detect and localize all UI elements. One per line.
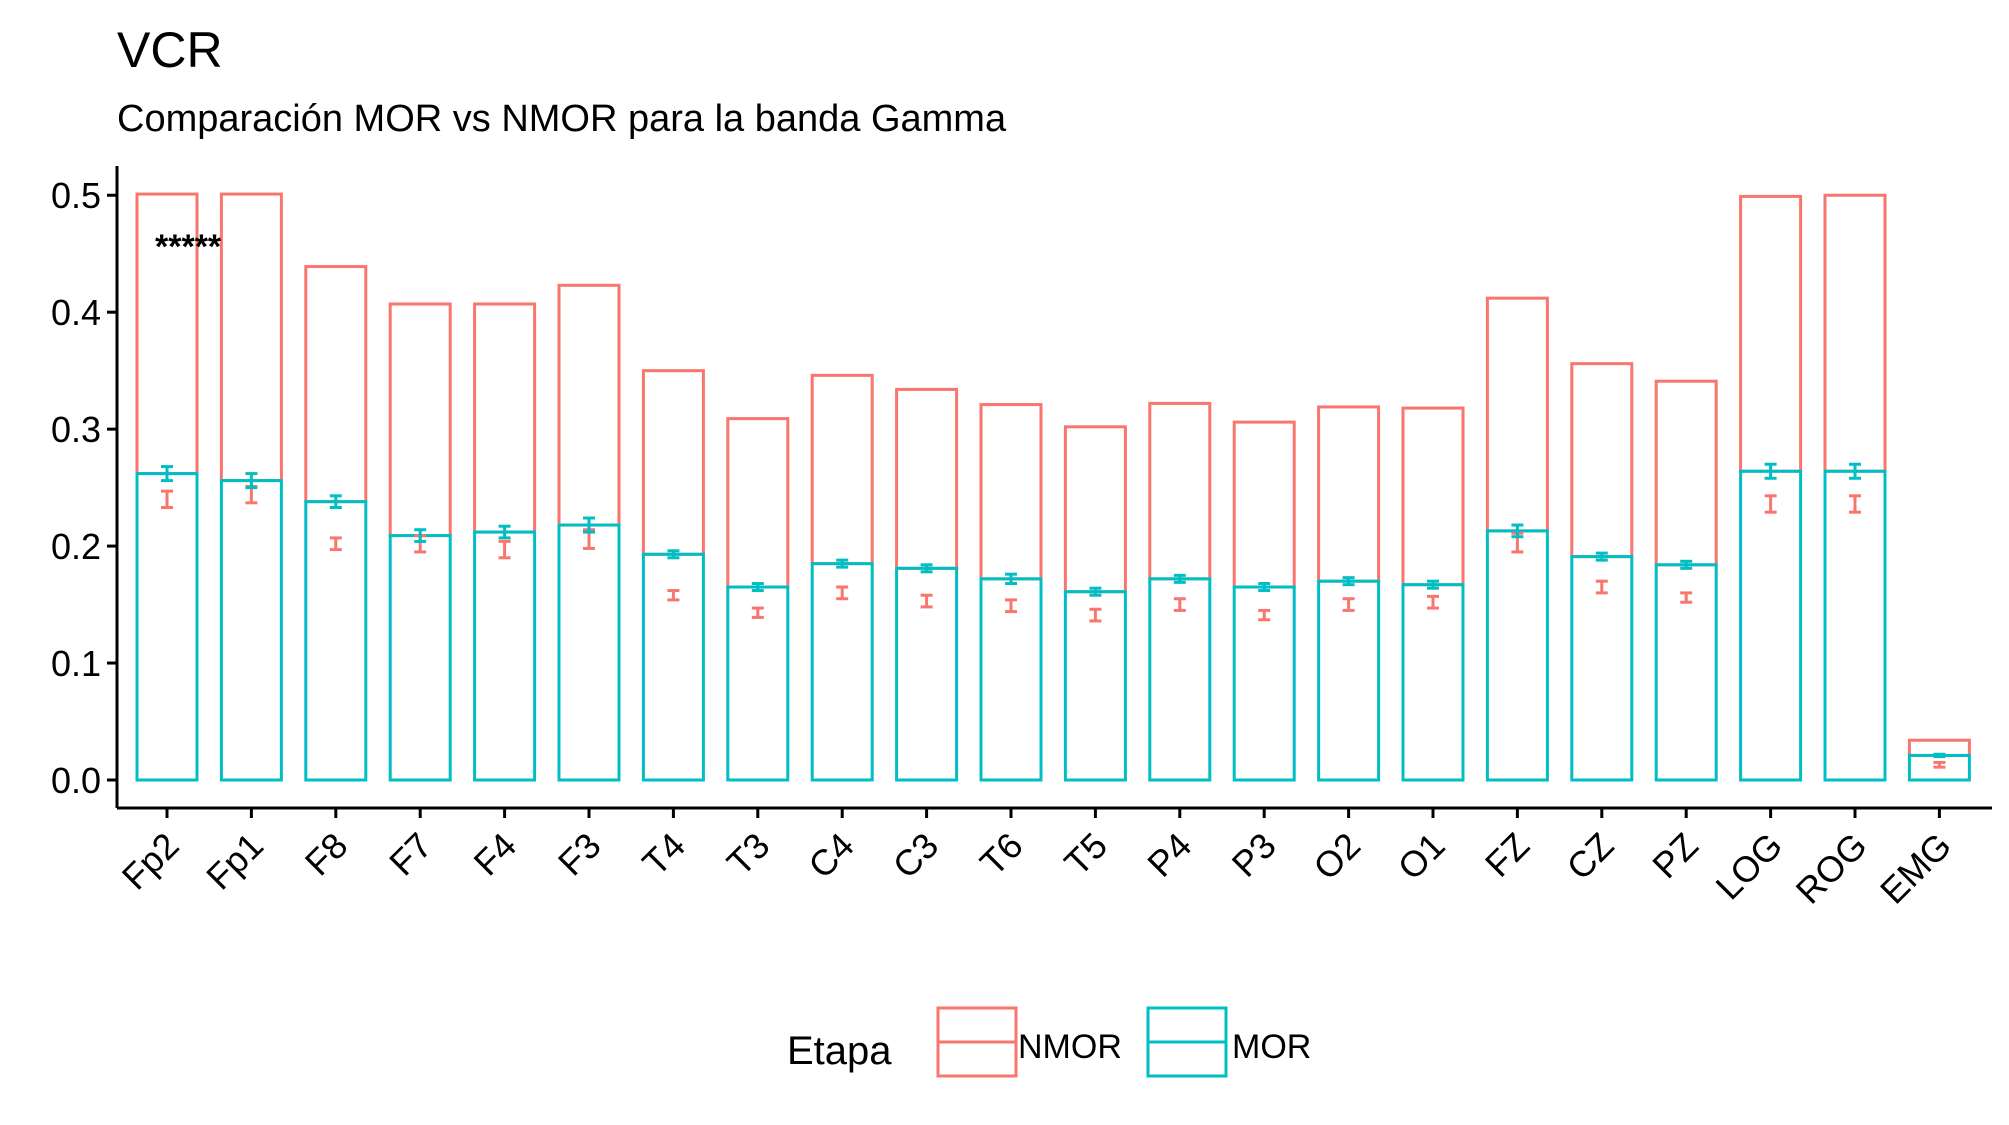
bar-mor [557, 523, 621, 782]
bar-mor [135, 472, 199, 782]
x-tick-label: T6 [972, 825, 1031, 884]
y-tick-label: 0.4 [51, 292, 101, 333]
chart-title: VCR [117, 22, 223, 78]
chart-subtitle: Comparación MOR vs NMOR para la banda Ga… [117, 98, 1007, 140]
x-tick-label: T5 [1056, 825, 1115, 884]
x-tick-label: LOG [1708, 825, 1791, 908]
bar-mor [388, 534, 452, 782]
legend-title: Etapa [787, 1029, 892, 1073]
bar-mor [1823, 469, 1887, 782]
x-tick-label: T3 [719, 825, 778, 884]
bar-mor [641, 552, 705, 782]
x-tick-label: Fp2 [114, 825, 187, 898]
bar-nmor [641, 369, 705, 556]
bar-nmor [1485, 296, 1549, 533]
y-tick-label: 0.5 [51, 175, 101, 216]
y-tick-label: 0.3 [51, 409, 101, 450]
bar-mor [473, 530, 537, 782]
x-tick-label: T4 [634, 825, 693, 884]
x-tick-label: P3 [1224, 825, 1284, 885]
x-tick-label: O2 [1305, 825, 1368, 888]
bar-nmor [304, 265, 368, 504]
bar-nmor [1570, 362, 1634, 559]
legend: Etapa NMOR MOR [787, 1006, 1311, 1078]
x-tick-label: F3 [550, 825, 609, 884]
bar-nmor [1739, 194, 1803, 473]
bar-nmor [219, 192, 283, 483]
legend-label-mor: MOR [1232, 1028, 1311, 1066]
y-tick-label: 0.1 [51, 643, 101, 684]
legend-label-nmor: NMOR [1018, 1028, 1122, 1066]
significance-marker: ***** [155, 228, 222, 266]
bar-nmor [1063, 425, 1127, 594]
bar-nmor [810, 373, 874, 566]
bar-nmor [979, 403, 1043, 581]
x-tick-label: ROG [1788, 825, 1875, 912]
bar-nmor [557, 283, 621, 527]
x-tick-label: P4 [1139, 825, 1199, 885]
bar-nmor [473, 302, 537, 534]
bar-nmor [726, 417, 790, 589]
x-tick-label: FZ [1477, 825, 1537, 885]
x-tick-label: F4 [466, 825, 525, 884]
bar-mor [1485, 529, 1549, 782]
x-tick-label: F8 [297, 825, 356, 884]
x-tick-label: Fp1 [198, 825, 271, 898]
bar-nmor [895, 387, 959, 570]
bar-mor [1401, 583, 1465, 782]
x-tick-label: C3 [885, 825, 947, 887]
x-tick-label: PZ [1644, 825, 1706, 887]
y-tick-label: 0.0 [51, 760, 101, 801]
bar-nmor [1148, 401, 1212, 581]
x-tick-label: O1 [1390, 825, 1453, 888]
bar-nmor [1654, 379, 1718, 567]
bar-nmor [1401, 406, 1465, 587]
x-tick-label: C4 [800, 825, 862, 887]
bar-mor [1739, 469, 1803, 782]
y-tick-label: 0.2 [51, 526, 101, 567]
x-tick-label: EMG [1872, 825, 1959, 912]
bar-mor [219, 479, 283, 782]
bar-nmor [388, 302, 452, 538]
plot-area: 0.0 0.1 0.2 0.3 0.4 0.5 Fp2 Fp1 F8 F7 F4 F3 T4 T3 C4 C3… [51, 166, 1992, 912]
bar-nmor [1317, 405, 1381, 583]
bar-nmor [1232, 420, 1296, 589]
x-tick-label: F7 [381, 825, 440, 884]
x-tick-label: CZ [1559, 825, 1622, 888]
bar-nmor [1823, 193, 1887, 473]
